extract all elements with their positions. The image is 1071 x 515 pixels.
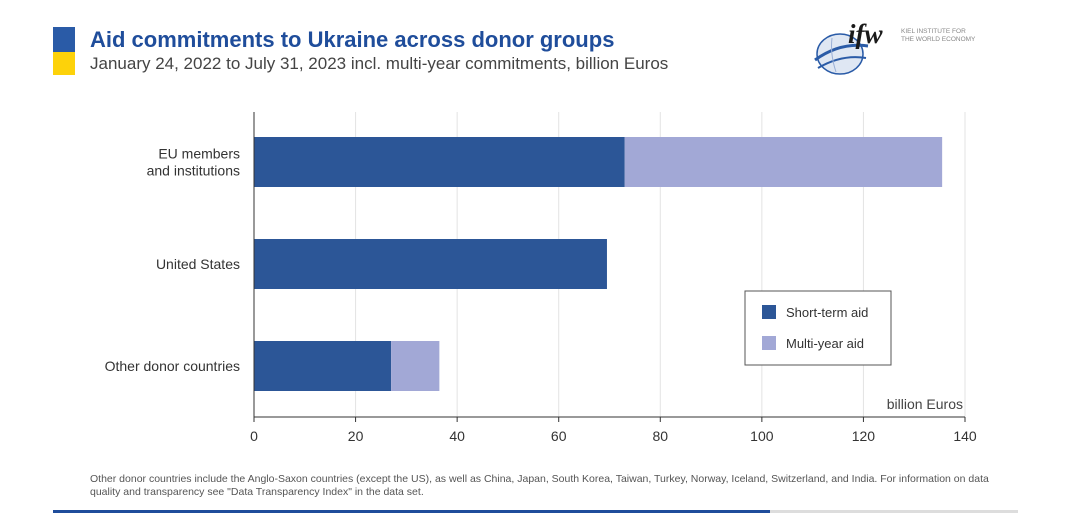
x-tick-label: 100 bbox=[750, 428, 774, 444]
legend-swatch bbox=[762, 305, 776, 319]
logo-text-line1: KIEL INSTITUTE FOR bbox=[901, 28, 966, 35]
legend-box bbox=[744, 290, 892, 366]
x-tick-label: 140 bbox=[953, 428, 977, 444]
globe-icon bbox=[816, 33, 864, 75]
x-axis-title: billion Euros bbox=[887, 396, 963, 412]
chart-title: Aid commitments to Ukraine across donor … bbox=[90, 27, 615, 52]
category-label: and institutions bbox=[147, 163, 240, 179]
legend-label: Short-term aid bbox=[786, 305, 868, 320]
legend-label: Multi-year aid bbox=[786, 336, 864, 351]
category-label: United States bbox=[156, 256, 240, 272]
x-tick-label: 0 bbox=[250, 428, 258, 444]
category-label: EU members bbox=[158, 146, 240, 162]
bar-short-term bbox=[254, 341, 392, 391]
category-label: Other donor countries bbox=[105, 358, 240, 374]
legend-swatch bbox=[762, 336, 776, 350]
x-tick-label: 60 bbox=[551, 428, 567, 444]
footer-rule-grey bbox=[770, 510, 1018, 513]
ifw-logo: ifw KIEL INSTITUTE FOR THE WORLD ECONOMY bbox=[814, 19, 976, 75]
footnote: Other donor countries include the Anglo-… bbox=[90, 473, 989, 498]
chart-subtitle: January 24, 2022 to July 31, 2023 incl. … bbox=[90, 54, 669, 73]
x-tick-label: 80 bbox=[652, 428, 668, 444]
bar-multi-year bbox=[624, 137, 943, 187]
logo-text-line2: THE WORLD ECONOMY bbox=[901, 36, 976, 43]
bar-multi-year bbox=[391, 341, 440, 391]
logo-mark: ifw bbox=[848, 19, 883, 49]
x-tick-label: 20 bbox=[348, 428, 364, 444]
ukraine-flag-blue bbox=[53, 27, 75, 52]
x-tick-label: 120 bbox=[852, 428, 876, 444]
footer-rule-blue bbox=[53, 510, 770, 513]
x-tick-label: 40 bbox=[449, 428, 465, 444]
bar-short-term bbox=[254, 239, 607, 289]
bar-short-term bbox=[254, 137, 625, 187]
ukraine-flag-yellow bbox=[53, 52, 75, 75]
